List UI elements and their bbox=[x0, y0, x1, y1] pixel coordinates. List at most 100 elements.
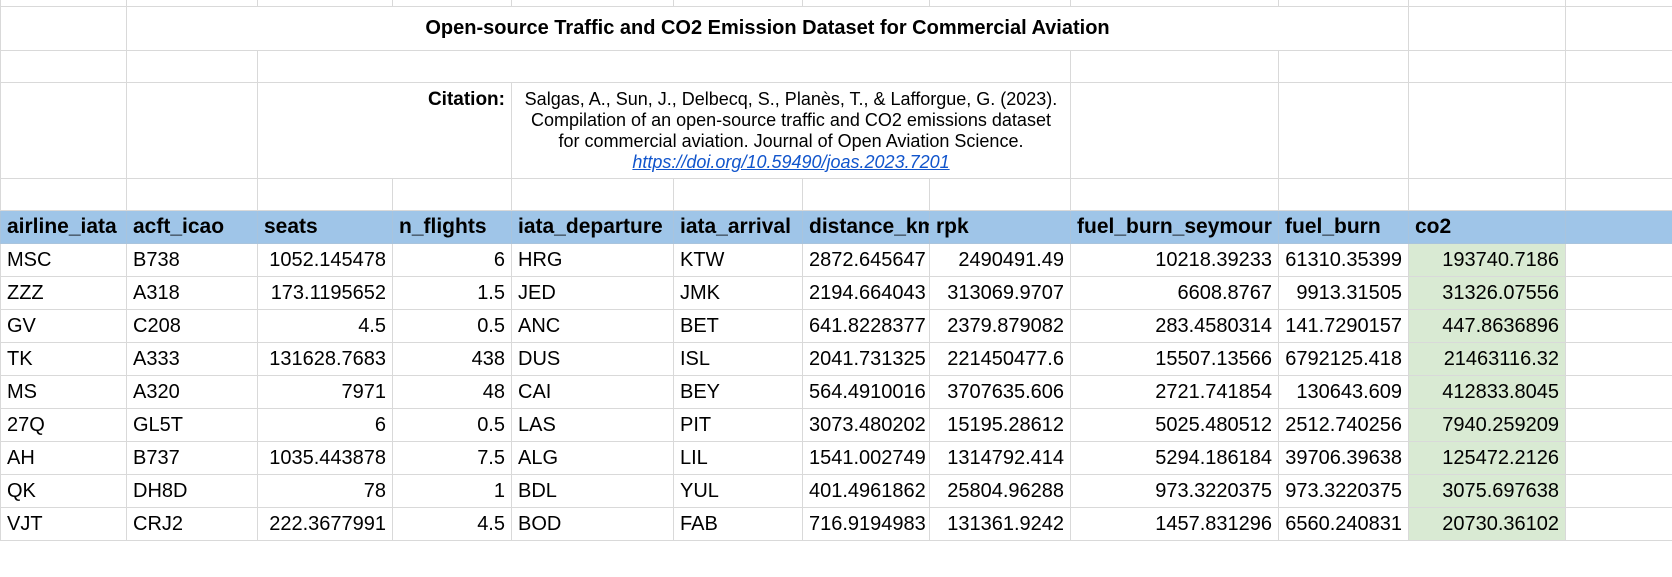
cell-airline-iata[interactable]: 27Q bbox=[0, 408, 127, 442]
empty-cell[interactable] bbox=[1565, 309, 1672, 343]
cell-distance-km[interactable]: 564.4910016 bbox=[802, 375, 930, 409]
cell-rpk[interactable]: 221450477.6 bbox=[929, 342, 1071, 376]
cell-seats[interactable]: 173.1195652 bbox=[257, 276, 393, 310]
empty-cell[interactable] bbox=[1565, 243, 1672, 277]
citation-text[interactable]: Salgas, A., Sun, J., Delbecq, S., Planès… bbox=[511, 82, 1071, 179]
column-header[interactable]: fuel_burn bbox=[1278, 210, 1409, 244]
cell-co2[interactable]: 125472.2126 bbox=[1408, 441, 1566, 475]
column-header[interactable]: iata_arrival bbox=[673, 210, 803, 244]
cell-rpk[interactable]: 15195.28612 bbox=[929, 408, 1071, 442]
cell-n-flights[interactable]: 7.5 bbox=[392, 441, 512, 475]
cell-iata-arrival[interactable]: JMK bbox=[673, 276, 803, 310]
column-header[interactable]: n_flights bbox=[392, 210, 512, 244]
cell-fuel-burn-seymour[interactable]: 5294.186184 bbox=[1070, 441, 1279, 475]
cell-iata-arrival[interactable]: FAB bbox=[673, 507, 803, 541]
cell-fuel-burn-seymour[interactable]: 2721.741854 bbox=[1070, 375, 1279, 409]
cell-fuel-burn[interactable]: 61310.35399 bbox=[1278, 243, 1409, 277]
empty-cell[interactable] bbox=[1565, 342, 1672, 376]
column-header[interactable]: seats bbox=[257, 210, 393, 244]
cell-airline-iata[interactable]: MS bbox=[0, 375, 127, 409]
cell-fuel-burn-seymour[interactable]: 5025.480512 bbox=[1070, 408, 1279, 442]
cell-n-flights[interactable]: 6 bbox=[392, 243, 512, 277]
cell-iata-departure[interactable]: HRG bbox=[511, 243, 674, 277]
cell-rpk[interactable]: 2490491.49 bbox=[929, 243, 1071, 277]
sheet-title[interactable]: Open-source Traffic and CO2 Emission Dat… bbox=[126, 6, 1409, 51]
cell-airline-iata[interactable]: AH bbox=[0, 441, 127, 475]
cell-co2[interactable]: 447.8636896 bbox=[1408, 309, 1566, 343]
cell-airline-iata[interactable]: MSC bbox=[0, 243, 127, 277]
cell-co2[interactable]: 20730.36102 bbox=[1408, 507, 1566, 541]
empty-cell[interactable] bbox=[1565, 408, 1672, 442]
cell-fuel-burn[interactable]: 9913.31505 bbox=[1278, 276, 1409, 310]
cell-distance-km[interactable]: 3073.480202 bbox=[802, 408, 930, 442]
cell-co2[interactable]: 21463116.32 bbox=[1408, 342, 1566, 376]
cell-acft-icao[interactable]: A333 bbox=[126, 342, 258, 376]
cell-rpk[interactable]: 25804.96288 bbox=[929, 474, 1071, 508]
cell-iata-departure[interactable]: JED bbox=[511, 276, 674, 310]
cell-acft-icao[interactable]: A320 bbox=[126, 375, 258, 409]
cell-rpk[interactable]: 1314792.414 bbox=[929, 441, 1071, 475]
cell-distance-km[interactable]: 401.4961862 bbox=[802, 474, 930, 508]
cell-seats[interactable]: 78 bbox=[257, 474, 393, 508]
citation-link[interactable]: https://doi.org/10.59490/joas.2023.7201 bbox=[632, 151, 950, 172]
cell-fuel-burn-seymour[interactable]: 283.4580314 bbox=[1070, 309, 1279, 343]
cell-acft-icao[interactable]: A318 bbox=[126, 276, 258, 310]
cell-rpk[interactable]: 2379.879082 bbox=[929, 309, 1071, 343]
cell-iata-arrival[interactable]: BET bbox=[673, 309, 803, 343]
cell-fuel-burn-seymour[interactable]: 10218.39233 bbox=[1070, 243, 1279, 277]
cell-n-flights[interactable]: 0.5 bbox=[392, 309, 512, 343]
cell-distance-km[interactable]: 641.8228377 bbox=[802, 309, 930, 343]
cell-iata-arrival[interactable]: LIL bbox=[673, 441, 803, 475]
column-header[interactable]: iata_departure bbox=[511, 210, 674, 244]
citation-label[interactable]: Citation: bbox=[257, 82, 512, 179]
cell-airline-iata[interactable]: TK bbox=[0, 342, 127, 376]
cell-n-flights[interactable]: 0.5 bbox=[392, 408, 512, 442]
column-header[interactable]: distance_km bbox=[802, 210, 930, 244]
empty-cell[interactable] bbox=[1565, 507, 1672, 541]
cell-iata-arrival[interactable]: YUL bbox=[673, 474, 803, 508]
cell-distance-km[interactable]: 2041.731325 bbox=[802, 342, 930, 376]
cell-seats[interactable]: 131628.7683 bbox=[257, 342, 393, 376]
cell-seats[interactable]: 6 bbox=[257, 408, 393, 442]
cell-acft-icao[interactable]: C208 bbox=[126, 309, 258, 343]
cell-fuel-burn[interactable]: 39706.39638 bbox=[1278, 441, 1409, 475]
cell-rpk[interactable]: 313069.9707 bbox=[929, 276, 1071, 310]
empty-cell[interactable] bbox=[1565, 375, 1672, 409]
cell-n-flights[interactable]: 438 bbox=[392, 342, 512, 376]
cell-distance-km[interactable]: 1541.002749 bbox=[802, 441, 930, 475]
column-header[interactable]: fuel_burn_seymour bbox=[1070, 210, 1279, 244]
cell-distance-km[interactable]: 2194.664043 bbox=[802, 276, 930, 310]
cell-fuel-burn[interactable]: 2512.740256 bbox=[1278, 408, 1409, 442]
cell-seats[interactable]: 7971 bbox=[257, 375, 393, 409]
cell-acft-icao[interactable]: DH8D bbox=[126, 474, 258, 508]
column-header[interactable]: airline_iata bbox=[0, 210, 127, 244]
cell-fuel-burn-seymour[interactable]: 6608.8767 bbox=[1070, 276, 1279, 310]
cell-n-flights[interactable]: 1.5 bbox=[392, 276, 512, 310]
cell-rpk[interactable]: 3707635.606 bbox=[929, 375, 1071, 409]
cell-n-flights[interactable]: 4.5 bbox=[392, 507, 512, 541]
cell-fuel-burn-seymour[interactable]: 15507.13566 bbox=[1070, 342, 1279, 376]
cell-acft-icao[interactable]: GL5T bbox=[126, 408, 258, 442]
cell-iata-arrival[interactable]: BEY bbox=[673, 375, 803, 409]
cell-acft-icao[interactable]: B737 bbox=[126, 441, 258, 475]
cell-iata-departure[interactable]: LAS bbox=[511, 408, 674, 442]
cell-n-flights[interactable]: 48 bbox=[392, 375, 512, 409]
cell-co2[interactable]: 193740.7186 bbox=[1408, 243, 1566, 277]
cell-iata-arrival[interactable]: PIT bbox=[673, 408, 803, 442]
cell-iata-departure[interactable]: DUS bbox=[511, 342, 674, 376]
cell-fuel-burn[interactable]: 6560.240831 bbox=[1278, 507, 1409, 541]
empty-cell[interactable] bbox=[1565, 474, 1672, 508]
column-header[interactable]: rpk bbox=[929, 210, 1071, 244]
cell-n-flights[interactable]: 1 bbox=[392, 474, 512, 508]
cell-fuel-burn[interactable]: 141.7290157 bbox=[1278, 309, 1409, 343]
cell-acft-icao[interactable]: CRJ2 bbox=[126, 507, 258, 541]
cell-rpk[interactable]: 131361.9242 bbox=[929, 507, 1071, 541]
cell-co2[interactable]: 31326.07556 bbox=[1408, 276, 1566, 310]
cell-airline-iata[interactable]: QK bbox=[0, 474, 127, 508]
cell-seats[interactable]: 1035.443878 bbox=[257, 441, 393, 475]
cell-airline-iata[interactable]: VJT bbox=[0, 507, 127, 541]
cell-distance-km[interactable]: 716.9194983 bbox=[802, 507, 930, 541]
cell-seats[interactable]: 1052.145478 bbox=[257, 243, 393, 277]
cell-seats[interactable]: 222.3677991 bbox=[257, 507, 393, 541]
cell-airline-iata[interactable]: GV bbox=[0, 309, 127, 343]
